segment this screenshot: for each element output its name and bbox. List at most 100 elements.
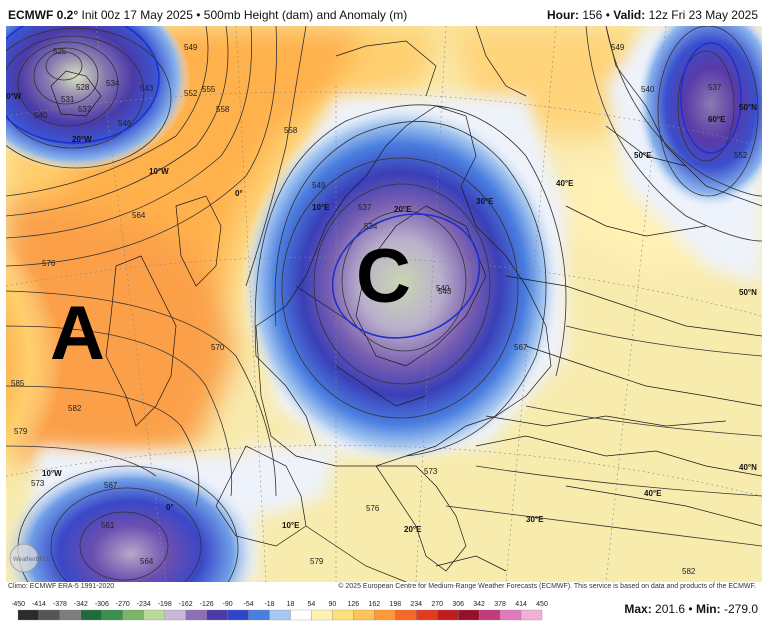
max-value: 201.6 [655, 602, 686, 616]
contour-label: 540 [641, 85, 655, 94]
title-left: ECMWF 0.2° Init 00z 17 May 2025 • 500mb … [8, 8, 407, 22]
contour-label: 579 [310, 557, 324, 566]
coastlines [50, 26, 762, 582]
title-right: Hour: 156 • Valid: 12z Fri 23 May 2025 [547, 8, 758, 22]
valid-label: Valid: [613, 8, 646, 22]
lon-label: 60°E [708, 115, 726, 124]
contour-label: 534 [364, 222, 378, 231]
lon-label: 20°W [72, 135, 92, 144]
high-anomaly [6, 196, 206, 496]
contour-label: 576 [366, 504, 380, 513]
colorbar-swatch [499, 609, 522, 621]
lon-label: 30°E [526, 515, 544, 524]
colorbar-tick-label: -342 [74, 601, 88, 608]
lon-label: 40°E [644, 489, 662, 498]
colorbar-swatch [520, 609, 543, 621]
colorbar-tick-label: 450 [536, 601, 548, 608]
blue-540-contours [6, 26, 742, 339]
colorbar-tick-label: 54 [308, 601, 316, 608]
colorbar-tick-label: -54 [243, 601, 253, 608]
contour-label: 564 [132, 211, 146, 220]
colorbar-tick-label: -198 [158, 601, 172, 608]
colorbar-tick-label: 378 [494, 601, 506, 608]
colorbar-swatch [206, 609, 228, 621]
lon-label: 10°W [42, 469, 62, 478]
height-contours [6, 26, 762, 582]
coordinate-labels: 0°W 20°W 10°W 0° 10°E 20°E 30°E 40°E 50°… [6, 92, 757, 534]
colorbar-swatch [38, 609, 61, 621]
colorbar-swatch [458, 609, 480, 621]
colorbar-tick-label: 18 [287, 601, 295, 608]
contour-label: 546 [118, 119, 132, 128]
colorbar-tick-label: 126 [348, 601, 360, 608]
logo-text: WeatherBELL [13, 557, 51, 563]
lon-label: 10°W [149, 167, 169, 176]
contour-label: 555 [202, 85, 216, 94]
colorbar-tick-label: -414 [32, 601, 46, 608]
lon-label: 20°E [394, 205, 412, 214]
contour-label: 558 [284, 126, 298, 135]
hour-label: Hour: [546, 8, 579, 22]
colorbar-swatch [332, 609, 354, 621]
contour-label: 573 [31, 479, 45, 488]
contour-label: 549 [312, 181, 326, 190]
color-scale-svg: -450 -414 -378 -342 -306 -270 -234 -198 -162 -126… [12, 601, 548, 621]
contour-label: 570 [211, 343, 225, 352]
colorbar-swatch [80, 609, 102, 621]
contour-label: 567 [104, 481, 118, 490]
colorbar-tick-label: -234 [137, 601, 151, 608]
colorbar-swatch [374, 609, 396, 621]
weather-map[interactable]: 525 528 531 534 537 540 543 546 549 552 … [6, 26, 762, 582]
model-name: ECMWF 0.2 [8, 8, 74, 22]
copyright-credit: © 2025 European Centre for Medium-Range … [338, 583, 756, 590]
init-time: Init 00z 17 May 2025 [81, 8, 193, 22]
contour-label: 582 [682, 567, 696, 576]
colorbar-tick-label: -306 [95, 601, 109, 608]
low-pressure-label: C [356, 234, 411, 319]
contour-label: 543 [140, 84, 154, 93]
color-scale: -450 -414 -378 -342 -306 -270 -234 -198 -162 -126… [12, 596, 552, 630]
colorbar-swatch [59, 609, 82, 621]
climo-credit: Climo: ECMWF ERA-5 1991-2020 [8, 583, 115, 590]
contour-label: 579 [14, 427, 28, 436]
colorbar-swatch [478, 609, 501, 621]
colorbar-tick-label: -450 [12, 601, 25, 608]
colorbar-swatch [269, 609, 291, 621]
lat-label: 50°N [739, 288, 757, 297]
colorbar-tick-label: -378 [53, 601, 67, 608]
lat-label: 50°N [739, 103, 757, 112]
contour-label: 561 [101, 521, 115, 530]
contour-label: 543 [438, 287, 452, 296]
lat-label: 40°N [739, 463, 757, 472]
colorbar-tick-label: -126 [200, 601, 214, 608]
colorbar-tick-label: 342 [473, 601, 485, 608]
bullet: • [196, 8, 201, 22]
colorbar-swatch [437, 609, 459, 621]
colorbar-tick-label: -18 [264, 601, 274, 608]
contour-label: 540 [436, 284, 450, 293]
colorbar-swatch [185, 609, 207, 621]
contour-label: 582 [68, 404, 82, 413]
contour-label: 537 [708, 83, 722, 92]
contour-label: 552 [184, 89, 198, 98]
high-pressure-label: A [50, 291, 105, 376]
colorbar-swatch [143, 609, 165, 621]
min-value: -279.0 [723, 602, 758, 616]
logo-watermark: WeatherBELL [9, 543, 51, 573]
contour-label: 564 [140, 557, 154, 566]
colorbar-swatch [227, 609, 249, 621]
colorbar-swatch [311, 609, 333, 621]
lon-label: 0°W [6, 92, 22, 101]
colorbar-swatch [353, 609, 375, 621]
colorbar-tick-label: -270 [116, 601, 130, 608]
product-name: 500mb Height (dam) and Anomaly (m) [203, 8, 408, 22]
stats-bullet: • [688, 602, 693, 616]
colorbar-swatch [122, 609, 144, 621]
contour-label: 537 [78, 105, 92, 114]
colorbar-tick-label: 198 [389, 601, 401, 608]
max-label: Max: [624, 602, 652, 616]
contour-label: 525 [53, 47, 67, 56]
colorbar-swatch [17, 609, 40, 621]
lon-label: 10°E [282, 521, 300, 530]
colorbar-tick-label: -162 [179, 601, 193, 608]
